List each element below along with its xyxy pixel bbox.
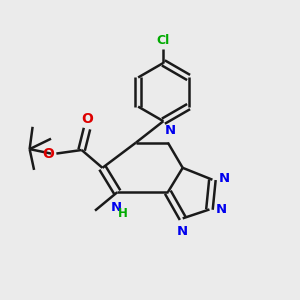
Text: N: N bbox=[176, 225, 188, 238]
Text: O: O bbox=[81, 112, 93, 126]
Text: N: N bbox=[219, 172, 230, 185]
Text: O: O bbox=[42, 147, 54, 160]
Text: Cl: Cl bbox=[157, 34, 170, 46]
Text: H: H bbox=[118, 207, 128, 220]
Text: N: N bbox=[110, 200, 122, 214]
Text: N: N bbox=[216, 203, 227, 216]
Text: N: N bbox=[165, 124, 176, 137]
